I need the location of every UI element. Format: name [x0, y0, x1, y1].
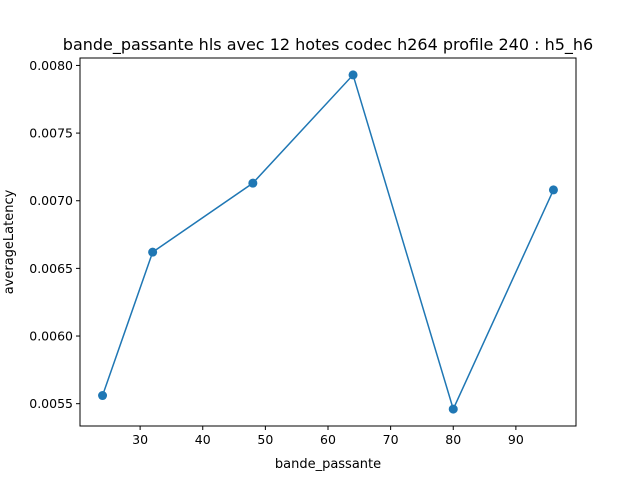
plot-frame [79, 57, 577, 427]
data-point [348, 70, 358, 80]
y-tick-label: 0.0080 [29, 58, 73, 73]
x-tick-label: 40 [195, 432, 211, 447]
y-tick-label: 0.0075 [29, 126, 73, 141]
data-point [448, 404, 458, 414]
x-tick-label: 70 [383, 432, 399, 447]
x-tick-label: 80 [445, 432, 461, 447]
x-tick-label: 30 [132, 432, 148, 447]
y-tick-label: 0.0055 [29, 396, 73, 411]
x-axis-label: bande_passante [275, 457, 381, 472]
x-tick-label: 60 [320, 432, 336, 447]
y-axis: 0.0055 0.0060 0.0065 0.0070 0.0075 0.0080 [29, 58, 80, 411]
series-line [101, 73, 555, 412]
y-axis-label: averageLatency [2, 189, 17, 294]
chart-title: bande_passante hls avec 12 hotes codec h… [63, 35, 593, 55]
y-tick-label: 0.0060 [29, 329, 73, 344]
x-tick-label: 50 [257, 432, 273, 447]
y-tick-label: 0.0065 [29, 261, 73, 276]
data-point [98, 391, 108, 401]
data-point [248, 178, 258, 188]
data-point [548, 185, 558, 195]
x-tick-label: 90 [508, 432, 524, 447]
data-point [148, 247, 158, 257]
x-axis: 30 40 50 60 70 80 90 [132, 426, 524, 447]
y-tick-label: 0.0070 [29, 193, 73, 208]
